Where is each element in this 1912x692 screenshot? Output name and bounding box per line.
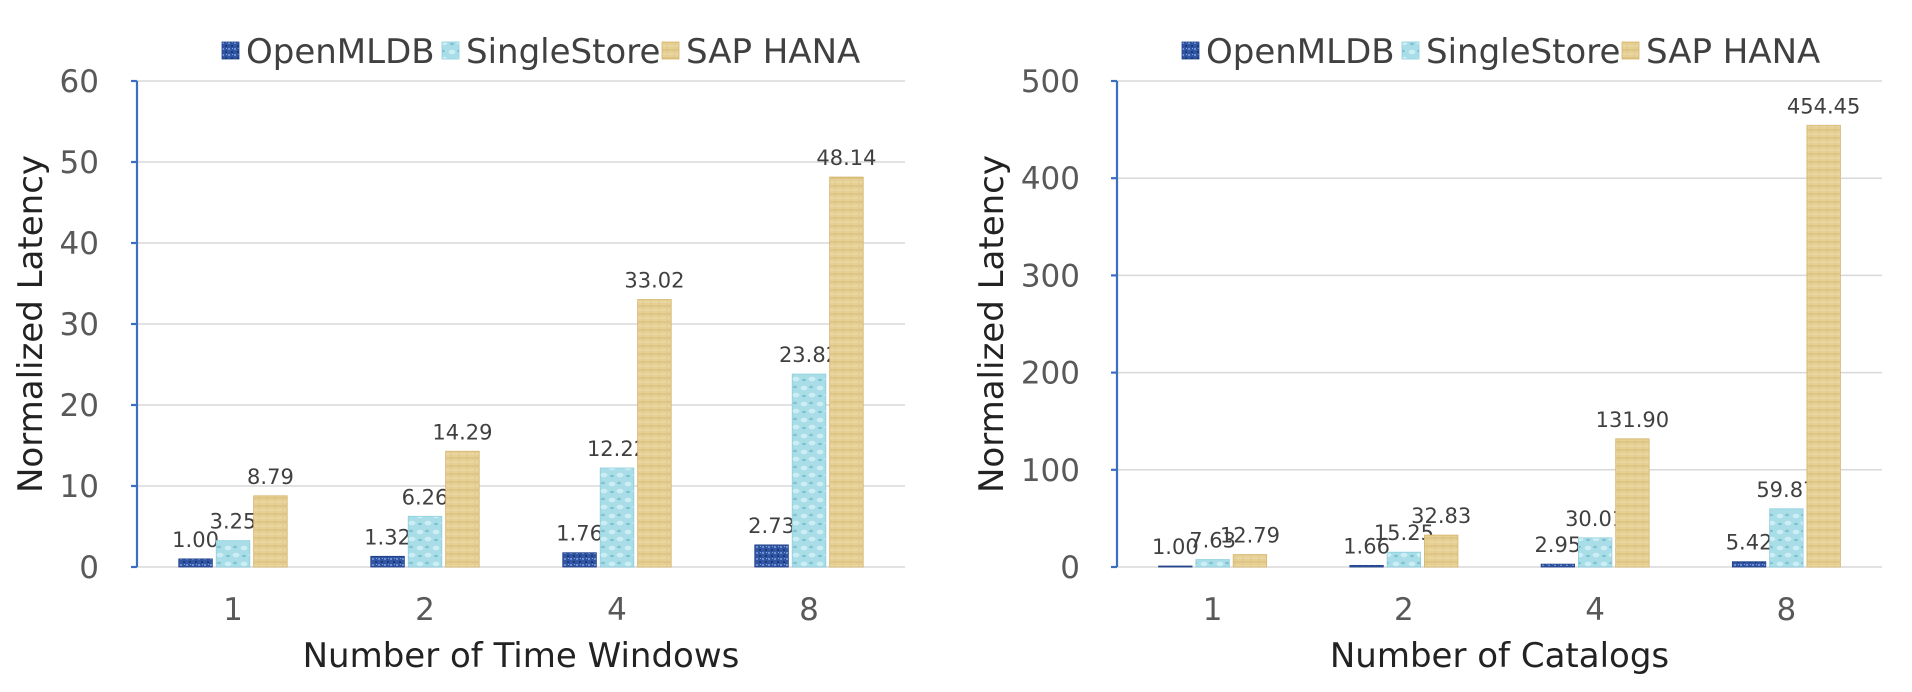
legend-label: SAP HANA <box>1646 32 1820 72</box>
legend-swatch <box>1401 41 1420 60</box>
bar-singlestore <box>215 540 251 568</box>
y-tick-label: 30 <box>60 307 99 343</box>
bar-openmldb <box>754 544 789 568</box>
data-label: 454.45 <box>1787 94 1860 118</box>
legend-label: SingleStore <box>1426 32 1620 72</box>
y-axis-title: Normalized Latency <box>972 155 1012 493</box>
data-label: 8.79 <box>247 465 294 489</box>
bar-sap-hana <box>445 450 480 568</box>
data-label: 15.25 <box>1374 521 1434 545</box>
y-tick-label: 100 <box>1021 453 1080 489</box>
bar-singlestore <box>599 467 635 568</box>
data-label: 48.14 <box>816 146 876 170</box>
y-tick-label: 40 <box>60 226 99 262</box>
y-tick-label: 400 <box>1021 161 1080 197</box>
y-axis-title: Normalized Latency <box>11 155 51 493</box>
bar-singlestore <box>791 373 827 568</box>
legend-swatch <box>221 41 240 60</box>
bar-openmldb <box>1349 564 1384 568</box>
y-tick-label: 50 <box>60 145 99 181</box>
bar-singlestore <box>407 515 443 568</box>
bar-singlestore <box>1577 537 1613 568</box>
data-label: 33.02 <box>624 269 684 293</box>
data-label: 12.22 <box>587 437 647 461</box>
bar-sap-hana <box>1806 124 1841 568</box>
data-label: 30.01 <box>1565 507 1625 531</box>
legend-swatch <box>661 41 680 60</box>
bar-openmldb <box>370 555 405 568</box>
bar-openmldb <box>562 552 597 568</box>
legend-label: SAP HANA <box>686 32 860 72</box>
data-label: 2.73 <box>748 514 795 538</box>
data-label: 1.00 <box>172 528 219 552</box>
data-label: 7.63 <box>1189 529 1236 553</box>
bar-singlestore <box>1769 508 1804 568</box>
data-label: 32.83 <box>1411 504 1471 528</box>
chart-time-windows: 0 10 20 30 40 50 60 1.003.25 8.79 1 1.32 6.26 14.29 2… <box>11 32 905 676</box>
data-label: 2.95 <box>1534 533 1581 557</box>
bar-sap-hana <box>1615 438 1650 568</box>
x-tick-label: 8 <box>1777 592 1797 628</box>
legend: OpenMLDB SingleStore SAP HANA <box>1181 32 1820 72</box>
x-axis-title: Number of Catalogs <box>1330 636 1669 676</box>
bar-sap-hana <box>1424 534 1459 568</box>
y-tick-label: 300 <box>1021 258 1080 294</box>
data-label: 23.82 <box>779 343 839 367</box>
y-tick-label: 500 <box>1021 64 1080 100</box>
data-label: 14.29 <box>432 420 492 444</box>
data-label: 12.79 <box>1220 524 1280 548</box>
x-tick-label: 1 <box>1203 592 1223 628</box>
bar-sap-hana <box>829 176 864 568</box>
bar-openmldb <box>178 558 213 568</box>
legend-swatch <box>1621 41 1640 60</box>
data-label: 131.90 <box>1596 408 1669 432</box>
data-label: 6.26 <box>402 485 449 509</box>
data-label: 1.76 <box>556 522 603 546</box>
bar-sap-hana <box>1232 554 1268 568</box>
legend-label: SingleStore <box>466 32 660 72</box>
bar-openmldb <box>1540 563 1575 568</box>
y-tick-label: 10 <box>60 469 99 505</box>
bar-singlestore <box>1386 551 1422 568</box>
x-tick-label: 4 <box>1585 592 1605 628</box>
y-tick-label: 60 <box>60 64 99 100</box>
data-label: 3.25 <box>210 510 257 534</box>
bar-singlestore <box>1195 559 1230 568</box>
data-label: 1.66 <box>1343 534 1390 558</box>
y-tick-label: 20 <box>60 388 99 424</box>
y-tick-label: 0 <box>1060 550 1080 586</box>
data-label: 1.32 <box>364 525 411 549</box>
legend: OpenMLDB SingleStore SAP HANA <box>221 32 860 72</box>
bar-openmldb <box>1731 561 1767 568</box>
legend-swatch <box>1181 41 1200 60</box>
bar-openmldb <box>1158 565 1193 568</box>
bar-sap-hana <box>253 495 288 568</box>
x-tick-label: 8 <box>799 592 819 628</box>
legend-label: OpenMLDB <box>1206 32 1395 72</box>
x-tick-label: 1 <box>223 592 243 628</box>
legend-swatch <box>441 41 460 60</box>
legend-label: OpenMLDB <box>246 32 435 72</box>
data-label: 5.42 <box>1726 531 1773 555</box>
chart-catalogs: 01002003004005001.007.6312.7911.6615.253… <box>972 32 1882 676</box>
x-tick-label: 2 <box>1394 592 1414 628</box>
x-tick-label: 4 <box>607 592 627 628</box>
x-axis-title: Number of Time Windows <box>303 636 740 676</box>
x-tick-label: 2 <box>415 592 435 628</box>
bar-sap-hana <box>637 299 672 568</box>
y-tick-label: 0 <box>79 550 99 586</box>
data-label: 1.00 <box>1152 535 1199 559</box>
data-label: 59.87 <box>1756 478 1816 502</box>
y-tick-label: 200 <box>1021 356 1080 392</box>
